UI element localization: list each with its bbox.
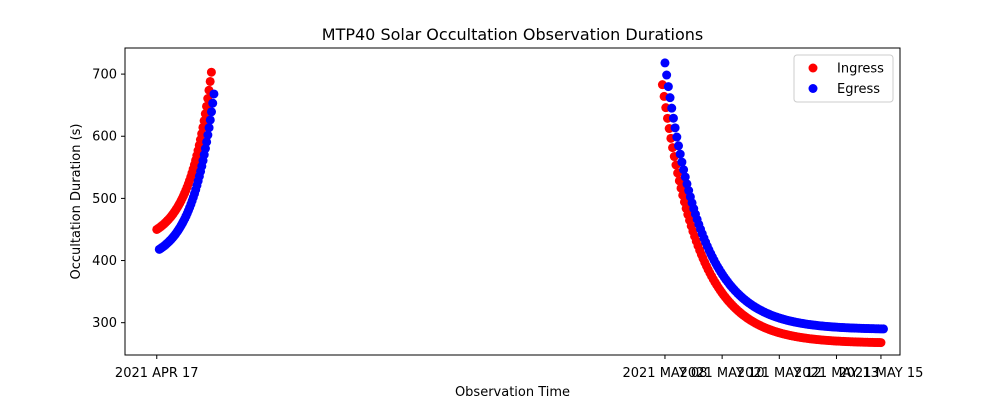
egress-point <box>672 132 682 142</box>
y-tick-label: 600 <box>92 130 117 145</box>
x-tick-label: 2021 MAY 12 <box>737 366 822 381</box>
egress-point <box>677 157 687 167</box>
ingress-point <box>205 76 215 86</box>
egress-point <box>202 137 212 147</box>
legend: Ingress Egress <box>793 54 894 103</box>
egress-point <box>207 107 217 117</box>
x-tick-label: 2021 MAY 10 <box>680 366 765 381</box>
egress-point <box>203 130 213 140</box>
x-tick-label: 2021 MAY 15 <box>838 366 923 381</box>
egress-point <box>663 82 673 92</box>
egress-point <box>674 141 684 151</box>
egress-point <box>675 149 685 159</box>
x-tick-label: 2021 MAY 08 <box>622 366 707 381</box>
egress-point <box>205 115 215 125</box>
egress-point <box>208 98 218 108</box>
x-tick-label: 2021 APR 17 <box>115 366 199 381</box>
y-axis-label: Occultation Duration (s) <box>69 124 84 280</box>
plot-frame <box>124 47 901 356</box>
y-axis-ticks: 300 400 500 600 700 <box>92 68 125 331</box>
y-tick-label: 400 <box>92 254 117 269</box>
y-tick-label: 500 <box>92 192 117 207</box>
ingress-point <box>206 67 216 77</box>
egress-point <box>662 70 672 80</box>
data-points <box>152 58 888 348</box>
egress-point <box>660 58 670 68</box>
legend-box <box>793 54 894 103</box>
egress-point <box>665 93 675 103</box>
egress-point <box>668 113 678 123</box>
egress-point <box>679 165 689 175</box>
chart-title: MTP40 Solar Occultation Observation Dura… <box>322 25 703 44</box>
egress-point <box>204 123 214 133</box>
x-tick-label: 2021 MAY 13 <box>794 366 879 381</box>
legend-marker-ingress <box>808 63 818 73</box>
x-axis-label: Observation Time <box>455 385 570 400</box>
egress-point <box>670 123 680 133</box>
ingress-point <box>876 338 886 348</box>
egress-point <box>209 89 219 99</box>
egress-point <box>878 324 888 334</box>
legend-marker-egress <box>808 84 818 93</box>
legend-label-egress: Egress <box>837 82 880 97</box>
legend-label-ingress: Ingress <box>837 62 884 77</box>
egress-point <box>667 103 677 113</box>
y-tick-label: 700 <box>92 68 117 83</box>
egress-point <box>680 172 690 182</box>
y-tick-label: 300 <box>92 316 117 331</box>
